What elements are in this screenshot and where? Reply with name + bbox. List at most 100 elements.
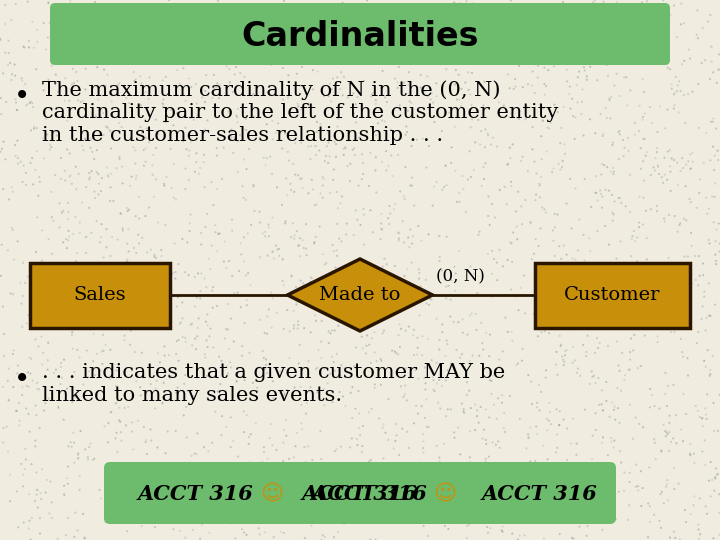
Point [625, 334, 636, 343]
Point [403, 443, 415, 452]
Point [711, 464, 720, 473]
Point [147, 3, 158, 12]
Point [283, 91, 294, 99]
Point [505, 109, 517, 118]
Point [419, 414, 431, 422]
Point [649, 435, 660, 444]
Point [552, 107, 564, 116]
Point [140, 133, 151, 142]
Point [277, 255, 289, 264]
Point [159, 352, 171, 360]
Text: •: • [14, 365, 30, 393]
Point [535, 224, 546, 233]
Point [464, 147, 475, 156]
Point [122, 402, 134, 411]
Point [233, 105, 244, 113]
Point [558, 415, 570, 424]
Point [55, 153, 66, 162]
Point [538, 57, 549, 66]
Point [550, 27, 562, 36]
Point [271, 308, 283, 317]
Point [374, 293, 386, 302]
Point [212, 507, 223, 516]
Point [468, 269, 480, 278]
Point [460, 208, 472, 217]
Point [140, 299, 151, 308]
Point [348, 231, 359, 239]
Point [573, 215, 585, 224]
Point [498, 101, 510, 110]
Point [173, 356, 184, 365]
Point [17, 322, 28, 331]
Point [82, 453, 94, 461]
Point [431, 79, 442, 87]
Point [690, 275, 701, 284]
Point [130, 248, 142, 257]
Point [146, 40, 158, 49]
Point [16, 74, 27, 83]
Point [189, 470, 201, 479]
Point [158, 126, 170, 134]
Point [110, 399, 122, 408]
Point [45, 143, 57, 151]
Point [142, 7, 153, 16]
Point [613, 488, 625, 496]
Point [141, 104, 153, 112]
Point [225, 54, 236, 63]
Point [541, 414, 553, 423]
Point [666, 266, 678, 274]
Point [208, 71, 220, 79]
Point [73, 449, 84, 458]
Point [24, 535, 36, 540]
Point [467, 351, 478, 360]
Point [117, 179, 128, 188]
Point [464, 458, 475, 467]
Point [701, 193, 712, 202]
Point [127, 30, 138, 38]
Point [664, 273, 675, 281]
Point [44, 18, 55, 27]
Point [267, 294, 279, 303]
Point [394, 101, 405, 110]
Point [0, 49, 11, 57]
Point [437, 82, 449, 90]
Point [94, 130, 105, 139]
Point [232, 118, 243, 127]
Point [298, 324, 310, 333]
Point [344, 177, 356, 185]
Point [271, 57, 283, 65]
Point [351, 435, 363, 443]
Point [587, 431, 598, 440]
Point [19, 444, 31, 453]
Point [508, 85, 520, 93]
Point [667, 434, 679, 443]
Point [94, 83, 106, 91]
Point [478, 426, 490, 434]
Point [665, 167, 676, 176]
Point [143, 307, 154, 315]
Point [552, 443, 563, 452]
Point [289, 383, 300, 391]
Point [288, 321, 300, 330]
Point [71, 269, 82, 278]
Point [274, 51, 285, 60]
Point [390, 75, 401, 83]
Point [505, 285, 517, 294]
Point [503, 159, 514, 168]
Point [330, 152, 342, 161]
Point [567, 497, 579, 505]
Point [366, 334, 377, 343]
Point [596, 160, 608, 168]
Point [415, 71, 426, 79]
Point [616, 458, 627, 467]
Point [218, 257, 230, 266]
Point [475, 319, 487, 327]
Point [544, 124, 555, 133]
Point [2, 61, 14, 70]
Point [660, 124, 671, 133]
Point [623, 147, 634, 156]
Point [279, 217, 291, 226]
Point [545, 420, 557, 428]
Point [401, 127, 413, 136]
Point [89, 0, 101, 6]
